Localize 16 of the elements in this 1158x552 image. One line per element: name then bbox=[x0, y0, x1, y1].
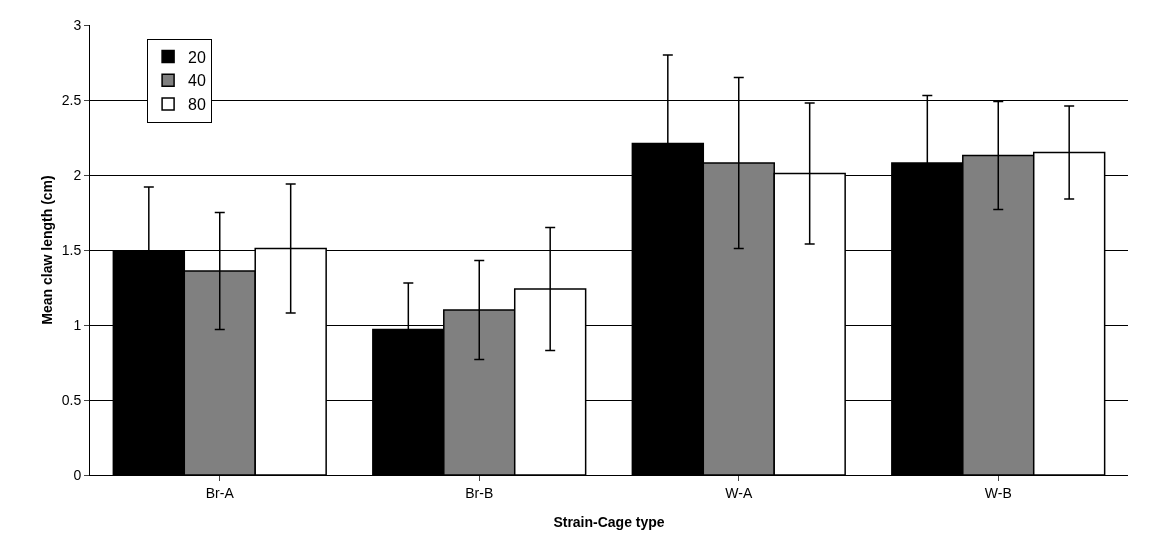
y-tick-label: 1 bbox=[73, 316, 82, 333]
legend-label: 20 bbox=[188, 48, 206, 66]
y-tick-label: 1.5 bbox=[61, 241, 82, 258]
y-tick-label: 2 bbox=[73, 166, 82, 183]
x-tick-label: W-B bbox=[984, 484, 1012, 501]
y-axis-title: Mean claw length (cm) bbox=[39, 175, 55, 325]
x-tick-label: Br-B bbox=[465, 484, 494, 501]
x-tick-label: W-A bbox=[725, 484, 753, 501]
y-tick-label: 3 bbox=[73, 16, 82, 33]
legend-label: 80 bbox=[188, 96, 206, 114]
x-tick-label: Br-A bbox=[205, 484, 235, 501]
y-tick-label: 0.5 bbox=[61, 391, 82, 408]
legend-label: 40 bbox=[188, 72, 206, 90]
y-tick-label: 2.5 bbox=[61, 91, 82, 108]
y-tick-label: 0 bbox=[73, 466, 82, 483]
x-axis-title: Strain-Cage type bbox=[553, 514, 665, 530]
